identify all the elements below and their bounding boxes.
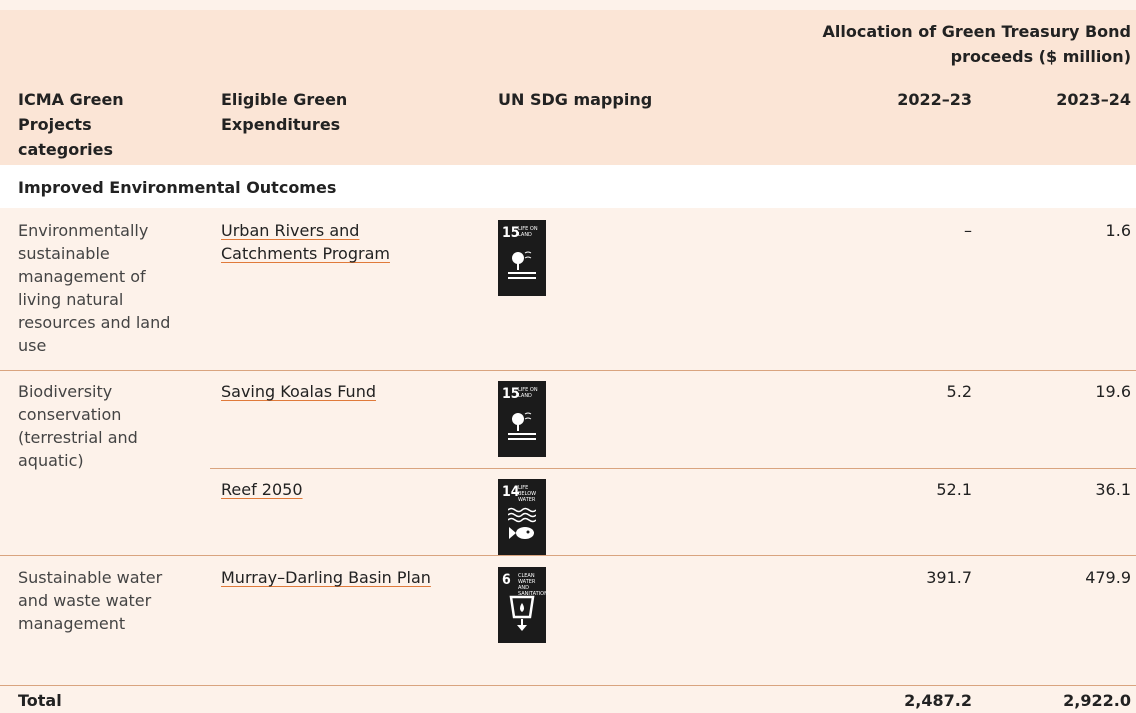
sdg-label: CLEAN WATER AND SANITATION: [518, 573, 548, 597]
row-divider: [0, 370, 1136, 371]
sdg-label: LIFE ON LAND: [518, 226, 538, 238]
value: 36.1: [1095, 480, 1131, 499]
value: 52.1: [936, 480, 972, 499]
row-divider: [0, 685, 1136, 686]
sdg-icon: 15 LIFE ON LAND: [498, 220, 546, 296]
value: 19.6: [1095, 382, 1131, 401]
col-header: Eligible Green Expenditures: [221, 90, 348, 134]
sdg-icon: 6 CLEAN WATER AND SANITATION: [498, 567, 548, 643]
header-band: [0, 10, 1136, 165]
value: 391.7: [926, 568, 972, 587]
expenditure-link[interactable]: Murray–Darling Basin Plan: [221, 568, 431, 587]
sdg-number: 15: [502, 225, 520, 241]
sdg-label: LIFE ON LAND: [518, 387, 538, 399]
group-title: Allocation of Green Treasury Bond procee…: [822, 22, 1131, 66]
sdg-icon: 14 LIFE BELOW WATER: [498, 479, 546, 555]
category: Sustainable water and waste water manage…: [18, 568, 163, 633]
value: –: [964, 221, 972, 240]
sdg-number: 15: [502, 386, 520, 402]
sdg-graphic: [508, 412, 536, 440]
expenditure-link[interactable]: Saving Koalas Fund: [221, 382, 376, 401]
expenditure-link[interactable]: Urban Rivers and Catchments Program: [221, 221, 390, 263]
sdg-label: LIFE BELOW WATER: [518, 485, 537, 503]
expenditure-link[interactable]: Reef 2050: [221, 480, 303, 499]
row-divider: [210, 468, 1136, 469]
sdg-icon: 15 LIFE ON LAND: [498, 381, 546, 457]
total-label: Total: [18, 691, 62, 710]
col-header: UN SDG mapping: [498, 90, 653, 109]
value: 479.9: [1085, 568, 1131, 587]
section-band: [0, 165, 1136, 208]
sdg-graphic: [508, 507, 536, 539]
total-value: 2,487.2: [904, 691, 972, 710]
sdg-number: 6: [502, 572, 511, 588]
row-divider: [0, 555, 1136, 556]
total-value: 2,922.0: [1063, 691, 1131, 710]
col-header: 2022–23: [897, 90, 972, 109]
value: 5.2: [946, 382, 972, 401]
category: Environmentally sustainable management o…: [18, 221, 171, 355]
section-title: Improved Environmental Outcomes: [18, 178, 337, 197]
col-header: 2023–24: [1056, 90, 1131, 109]
value: 1.6: [1105, 221, 1131, 240]
sdg-number: 14: [502, 484, 520, 500]
category: Biodiversity conservation (terrestrial a…: [18, 382, 138, 470]
sdg-graphic: [509, 595, 535, 631]
col-header: ICMA Green Projects categories: [18, 90, 124, 159]
sdg-graphic: [508, 251, 536, 279]
